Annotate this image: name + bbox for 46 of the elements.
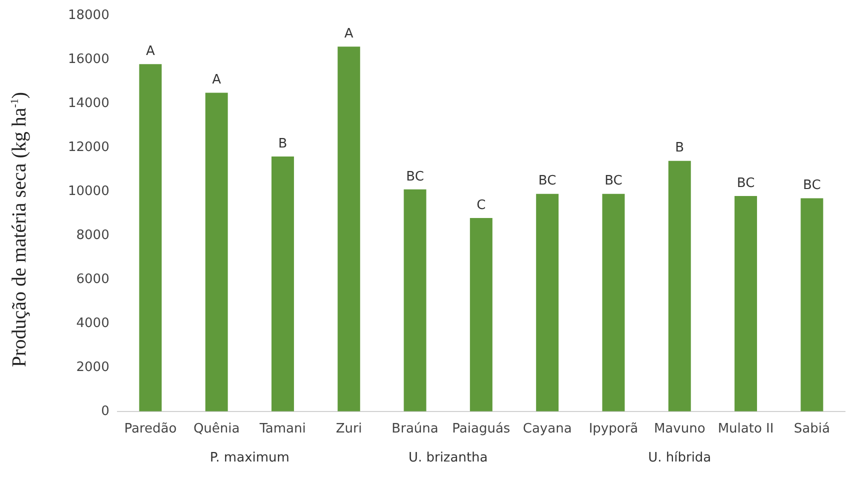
x-tick-label: Cayana: [522, 422, 572, 437]
x-tick-label: Sabiá: [794, 422, 830, 437]
bar: [668, 160, 691, 412]
bar: [470, 218, 492, 412]
y-tick-label: 4000: [76, 316, 110, 331]
x-tick-label: Zuri: [336, 422, 362, 437]
data-label: A: [212, 72, 222, 88]
bar: [734, 196, 758, 412]
data-label: BC: [538, 174, 556, 189]
data-label: BC: [736, 176, 755, 191]
bar: [205, 92, 228, 412]
bar: [602, 194, 625, 412]
x-tick-label: Quênia: [193, 422, 240, 437]
bar: [800, 198, 824, 412]
x-tick-label: Tamani: [258, 422, 306, 437]
data-label: BC: [406, 169, 424, 184]
data-label: B: [675, 140, 684, 156]
data-label: B: [278, 136, 288, 152]
bar: [404, 189, 426, 412]
data-label: BC: [803, 178, 821, 194]
y-tick-label: 18000: [68, 8, 110, 24]
y-tick-label: 10000: [68, 184, 110, 199]
bar: [536, 194, 559, 412]
x-tick-label: Paiaguás: [452, 422, 510, 437]
text: U. híbrida: [648, 450, 712, 466]
data-label: A: [344, 26, 354, 42]
data-label: C: [476, 198, 486, 213]
x-tick-label: Paredão: [124, 422, 177, 437]
y-tick-label: 2000: [76, 360, 110, 375]
y-tick-label: 16000: [68, 52, 110, 68]
y-tick-label: 12000: [68, 140, 110, 156]
bar: [139, 64, 162, 412]
data-label: BC: [604, 174, 622, 189]
text: P. maximum: [210, 450, 290, 466]
x-tick-label: Mavuno: [654, 422, 706, 437]
y-tick-label: 6000: [76, 272, 110, 287]
data-label: A: [146, 44, 155, 60]
y-tick-label: 8000: [76, 228, 110, 243]
text: U. brizantha: [408, 450, 488, 466]
y-tick-label: 14000: [68, 96, 110, 112]
x-tick-label: Ipyporã: [588, 422, 638, 437]
y-tick-label: 0: [101, 404, 110, 419]
x-tick-label: Braúna: [392, 422, 438, 437]
x-tick-label: Mulato II: [718, 422, 774, 437]
bar: [271, 156, 294, 412]
bar: [338, 46, 360, 412]
